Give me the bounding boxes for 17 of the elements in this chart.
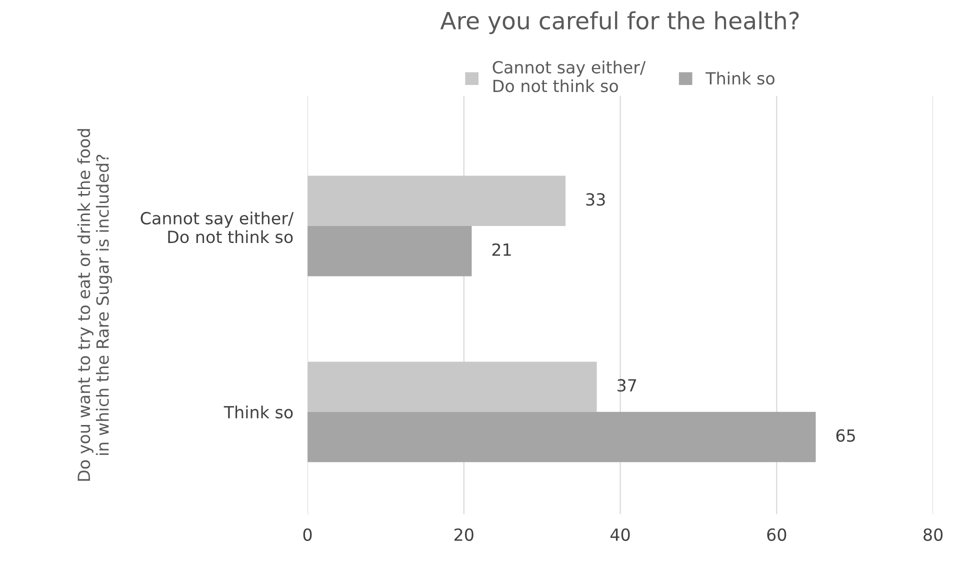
bar (308, 226, 472, 276)
x-tick-label: 60 (767, 528, 786, 541)
x-tick-label: 20 (454, 528, 474, 541)
x-tick-label: 80 (924, 528, 943, 541)
x-tick-label: 0 (303, 528, 312, 541)
x-tick-label: 40 (610, 528, 630, 541)
data-label: 21 (492, 243, 511, 256)
legend-label: Cannot say either/ Do not think so (492, 60, 646, 92)
bar (308, 176, 566, 226)
data-label: 37 (618, 379, 636, 392)
chart-title: Are you careful for the health? (440, 11, 799, 34)
legend-label: Think so (706, 72, 774, 85)
data-label: 33 (586, 193, 605, 206)
bar (308, 362, 597, 412)
y-axis-title: Do you want to try to eat or drink the food in which the Rare Sugar is included? (77, 129, 112, 481)
data-label: 65 (836, 429, 855, 442)
bar (308, 412, 816, 462)
